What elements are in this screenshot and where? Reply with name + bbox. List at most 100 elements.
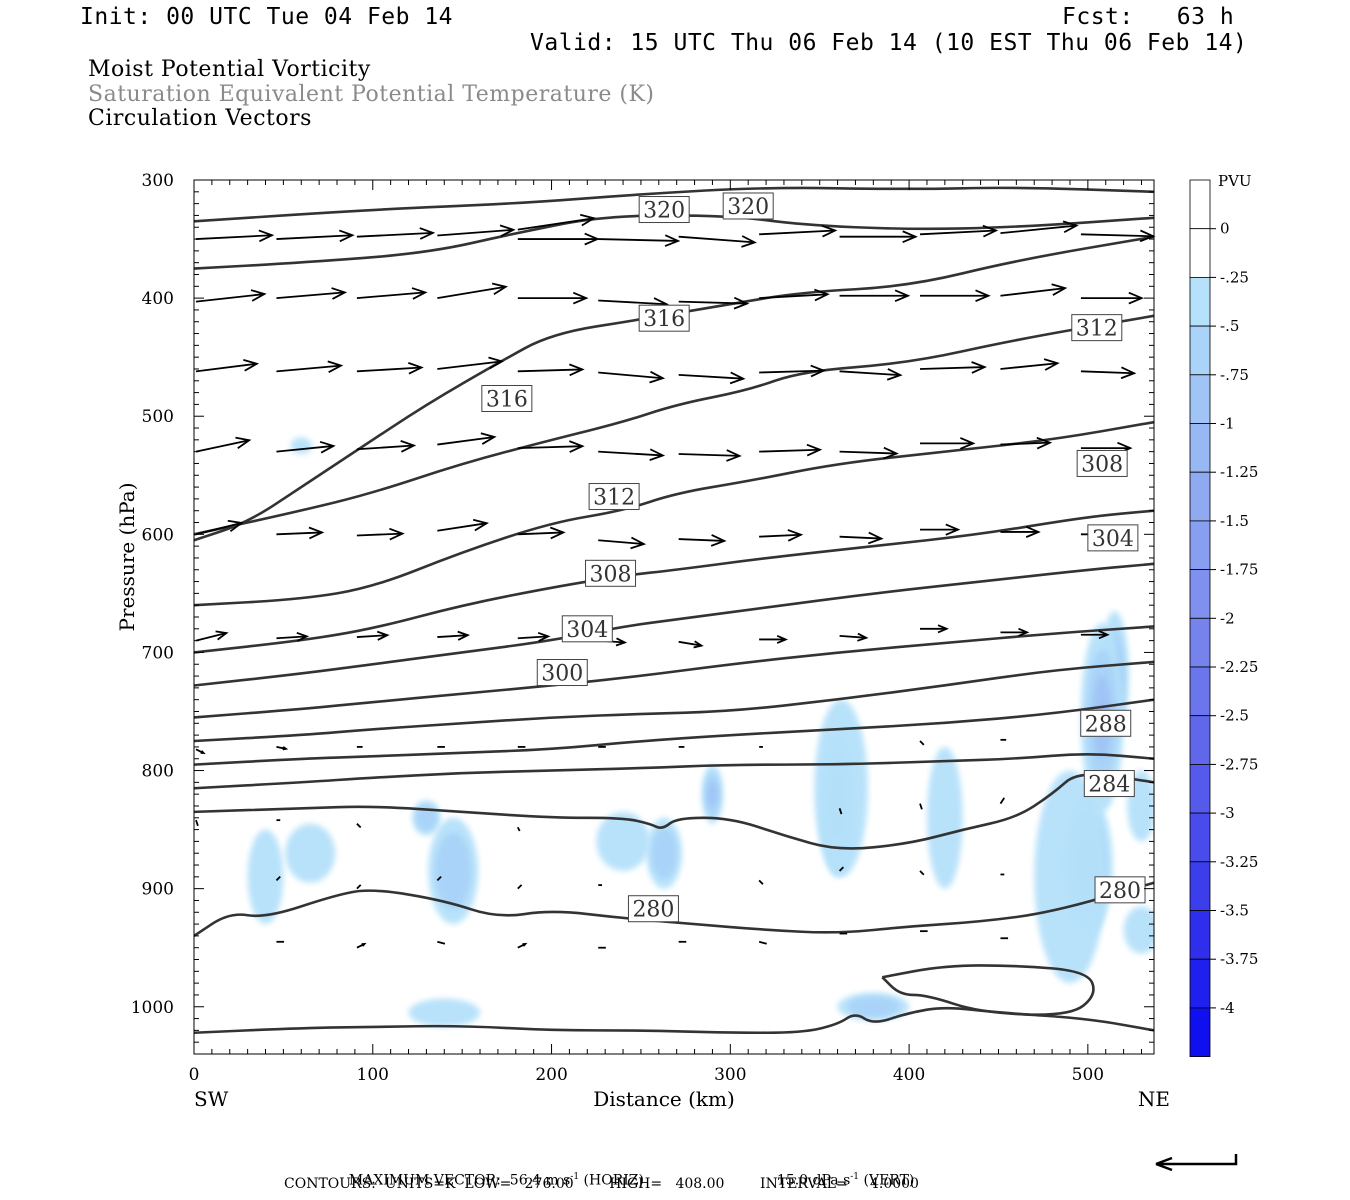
vector-head bbox=[710, 534, 727, 547]
colorbar-cell bbox=[1189, 666, 1211, 717]
contour-label: 280 bbox=[627, 895, 679, 923]
vector-shaft bbox=[839, 370, 901, 377]
vector-head bbox=[499, 224, 516, 238]
vector-shaft bbox=[759, 229, 836, 236]
max-vector-vert-tag: (VERT) bbox=[859, 1172, 915, 1189]
contour-line bbox=[881, 964, 1095, 1016]
y-tick-label: 800 bbox=[142, 762, 174, 782]
vector-head bbox=[902, 230, 918, 243]
contour-label-box bbox=[561, 615, 613, 643]
colorbar-cell bbox=[1189, 812, 1211, 863]
vector-shaft bbox=[437, 634, 468, 638]
vector-head bbox=[1128, 291, 1145, 305]
vector-head bbox=[400, 440, 417, 453]
vector-shaft bbox=[276, 234, 353, 240]
x-tick-label: 0 bbox=[189, 1065, 200, 1085]
contour-label: 308 bbox=[1076, 449, 1128, 477]
vector-head bbox=[664, 234, 681, 247]
vector-head bbox=[327, 360, 344, 373]
vector-head bbox=[296, 631, 310, 642]
title-theta-es: Saturation Equivalent Potential Temperat… bbox=[88, 82, 655, 107]
contour-line bbox=[194, 625, 1154, 719]
vector-head bbox=[258, 229, 275, 243]
pv-shading bbox=[247, 437, 1154, 1027]
vector-head bbox=[569, 363, 585, 377]
vector-head bbox=[250, 289, 267, 302]
vector-shaft bbox=[517, 217, 594, 231]
vector-head bbox=[733, 296, 750, 310]
vector-shaft bbox=[758, 879, 764, 885]
pv-area bbox=[435, 832, 472, 910]
contour-label-box bbox=[536, 659, 588, 687]
vector-head bbox=[1139, 229, 1156, 243]
contour-label-box bbox=[1076, 449, 1128, 477]
contour-labels: 320 320 316 316 312 312 308 308 304 304 300 288 284 2… bbox=[481, 192, 1146, 923]
vector-shaft bbox=[839, 535, 882, 540]
colorbar-cell bbox=[1189, 764, 1211, 814]
vector-shaft bbox=[1080, 370, 1135, 375]
contour-label: 288 bbox=[1080, 709, 1132, 737]
max-vector-horiz-tag: (HORIZ) bbox=[579, 1172, 644, 1189]
vector-head bbox=[776, 634, 789, 644]
colorbar-label: -2.5 bbox=[1220, 707, 1249, 725]
vector-head bbox=[741, 235, 757, 248]
colorbar-cell bbox=[1189, 325, 1211, 376]
vector-shaft bbox=[919, 803, 923, 810]
contour-label-text: 300 bbox=[541, 662, 583, 687]
vector-head bbox=[472, 518, 490, 532]
vector-shaft bbox=[356, 291, 426, 300]
pv-area bbox=[416, 805, 437, 831]
vector-head bbox=[580, 213, 597, 227]
init-time: Init: 00 UTC Tue 04 Feb 14 bbox=[80, 4, 454, 30]
vector-head bbox=[726, 449, 742, 462]
contour-label-box bbox=[722, 192, 774, 220]
vector-shaft bbox=[437, 285, 506, 299]
vector-shaft bbox=[1000, 224, 1077, 235]
vector-head bbox=[1025, 525, 1041, 538]
contour-label-text: 284 bbox=[1088, 773, 1130, 798]
vector-head bbox=[693, 640, 704, 649]
pv-area bbox=[290, 437, 312, 455]
colorbar-cell bbox=[1189, 617, 1211, 668]
y-tick-label: 900 bbox=[142, 880, 174, 900]
contour-label: 320 bbox=[722, 192, 774, 220]
vector-head bbox=[480, 432, 497, 445]
vector-head bbox=[488, 356, 505, 370]
max-vector-vert-info: 15.0 dPa s-1 (VERT) bbox=[768, 1156, 914, 1189]
max-vector-vert: 15.0 dPa s bbox=[776, 1172, 851, 1189]
max-vector-info: MAXIMUM VECTOR: 56.4 m s-1 (HORIZ) bbox=[340, 1156, 644, 1189]
max-vector-horiz-unit-exp: -1 bbox=[570, 1172, 580, 1182]
axis-ticks: 0 100 200 300 400 500 300 400 500 600 700 800 900 100… bbox=[131, 171, 1154, 1085]
vector-head bbox=[537, 631, 551, 642]
vector-head bbox=[549, 526, 566, 540]
contour-line bbox=[194, 660, 1154, 743]
vector-shaft bbox=[838, 866, 845, 872]
contour-label-text: 312 bbox=[1076, 317, 1118, 342]
contour-label-text: 308 bbox=[590, 562, 632, 587]
vector-shaft bbox=[436, 875, 442, 882]
vector-shaft bbox=[759, 448, 820, 453]
vector-head bbox=[615, 637, 628, 647]
vector-shaft bbox=[356, 823, 362, 829]
vector-shaft bbox=[758, 940, 767, 945]
vector-head bbox=[200, 750, 206, 755]
vector-head bbox=[1036, 436, 1053, 450]
vector-head bbox=[806, 443, 823, 457]
vector-head bbox=[1098, 630, 1110, 640]
contour-line bbox=[194, 881, 1154, 937]
colorbar-cell bbox=[1189, 228, 1211, 278]
contour-line bbox=[194, 562, 1154, 687]
contour-label-text: 308 bbox=[1081, 452, 1123, 477]
vector-head bbox=[361, 942, 367, 947]
vector-head bbox=[649, 370, 666, 384]
vector-head bbox=[729, 371, 746, 385]
vector-shaft bbox=[517, 635, 549, 640]
contour-line bbox=[194, 186, 1154, 223]
vector-shaft bbox=[356, 532, 403, 537]
contour-label: 300 bbox=[536, 659, 588, 687]
vector-shaft bbox=[598, 299, 667, 306]
x-tick-label: 200 bbox=[535, 1065, 567, 1085]
vector-shaft bbox=[195, 362, 257, 373]
contour-info: CONTOURS: UNITS=K LOW= 276.00 HIGH= 408.… bbox=[284, 1176, 919, 1192]
contour-line bbox=[194, 235, 1154, 542]
